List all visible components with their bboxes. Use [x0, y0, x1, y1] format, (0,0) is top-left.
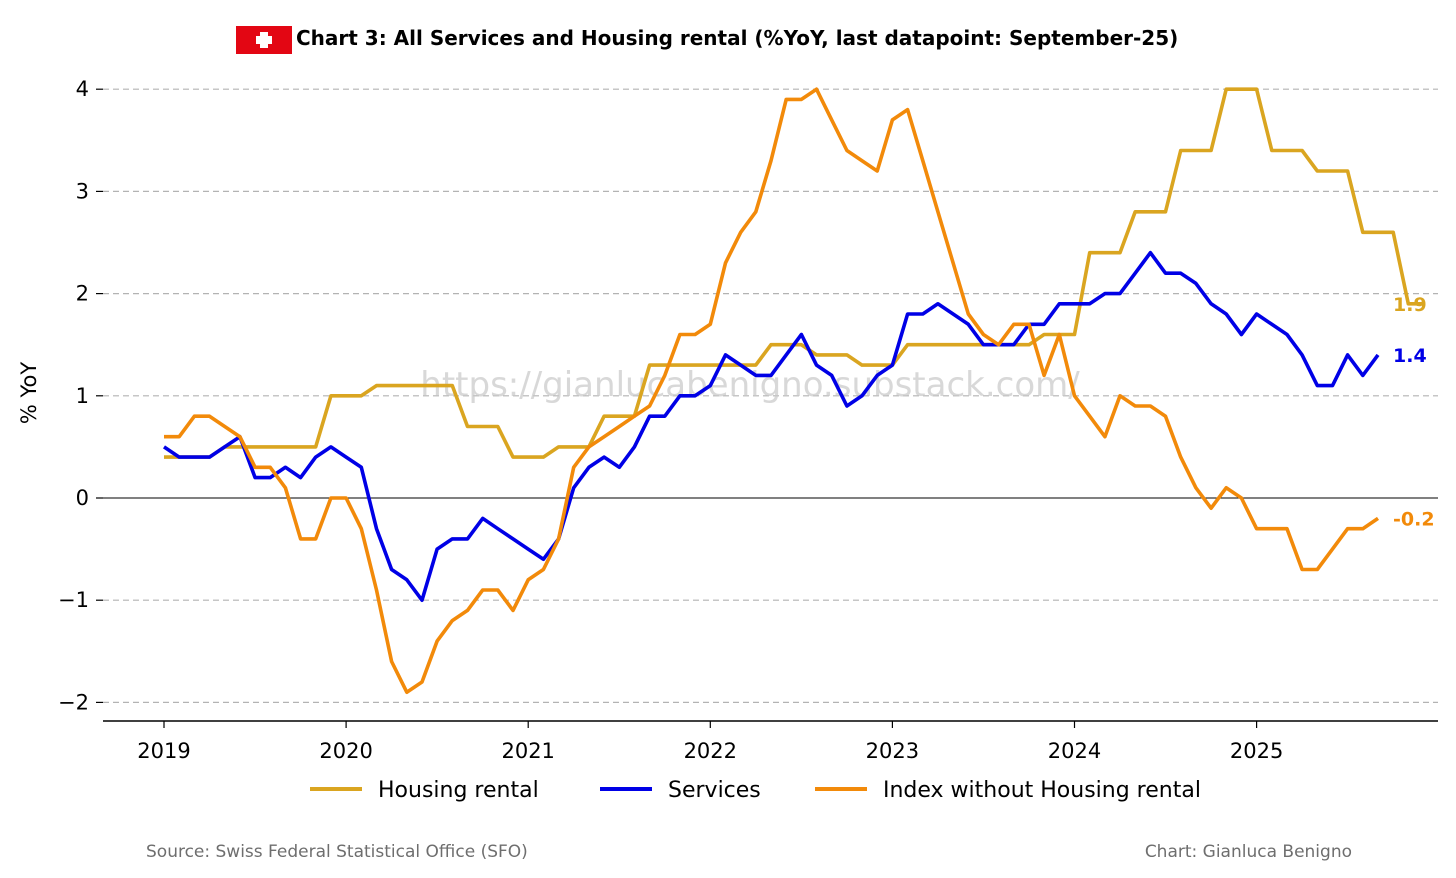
- x-tick-label: 2025: [1230, 739, 1283, 763]
- end-label-services: 1.4: [1393, 345, 1427, 367]
- y-tick-label: 0: [76, 486, 89, 510]
- y-tick-label: 4: [76, 77, 89, 101]
- x-tick-labels: 2019 2020 2021 2022 2023 2024 2025: [137, 721, 1283, 763]
- swiss-flag-icon: [236, 26, 292, 54]
- x-tick-label: 2022: [684, 739, 737, 763]
- legend-label: Services: [668, 778, 761, 803]
- end-labels: 1.9 1.4 -0.2: [1393, 294, 1435, 531]
- legend: Housing rental Services Index without Hous…: [310, 778, 1201, 803]
- x-tick-label: 2023: [866, 739, 919, 763]
- x-tick-label: 2021: [501, 739, 554, 763]
- chart-credit: Chart: Gianluca Benigno: [1145, 842, 1352, 862]
- y-tick-labels: 4 3 2 1 0 −1 −2: [58, 77, 89, 714]
- legend-label: Housing rental: [378, 778, 539, 803]
- series-line-services: [162, 250, 1380, 603]
- y-tick-label: 3: [76, 179, 89, 203]
- y-tick-label: 2: [76, 282, 89, 306]
- end-label-index-without-housing-rental: -0.2: [1393, 508, 1435, 530]
- y-tick-label: −2: [58, 690, 89, 714]
- chart-title: Chart 3: All Services and Housing rental…: [296, 26, 1178, 50]
- source-note: Source: Swiss Federal Statistical Office…: [146, 842, 528, 862]
- series-line-index-without-housing-rental: [164, 87, 1380, 695]
- x-tick-label: 2020: [319, 739, 372, 763]
- series-layer: [162, 87, 1424, 695]
- y-tick-label: 1: [76, 384, 89, 408]
- y-tick-label: −1: [58, 588, 89, 612]
- x-tick-label: 2024: [1048, 739, 1101, 763]
- grid-layer: [96, 88, 1438, 704]
- x-tick-label: 2019: [137, 739, 190, 763]
- legend-label: Index without Housing rental: [883, 778, 1201, 803]
- end-label-housing-rental: 1.9: [1393, 294, 1427, 316]
- y-axis-label: % YoY: [17, 362, 41, 425]
